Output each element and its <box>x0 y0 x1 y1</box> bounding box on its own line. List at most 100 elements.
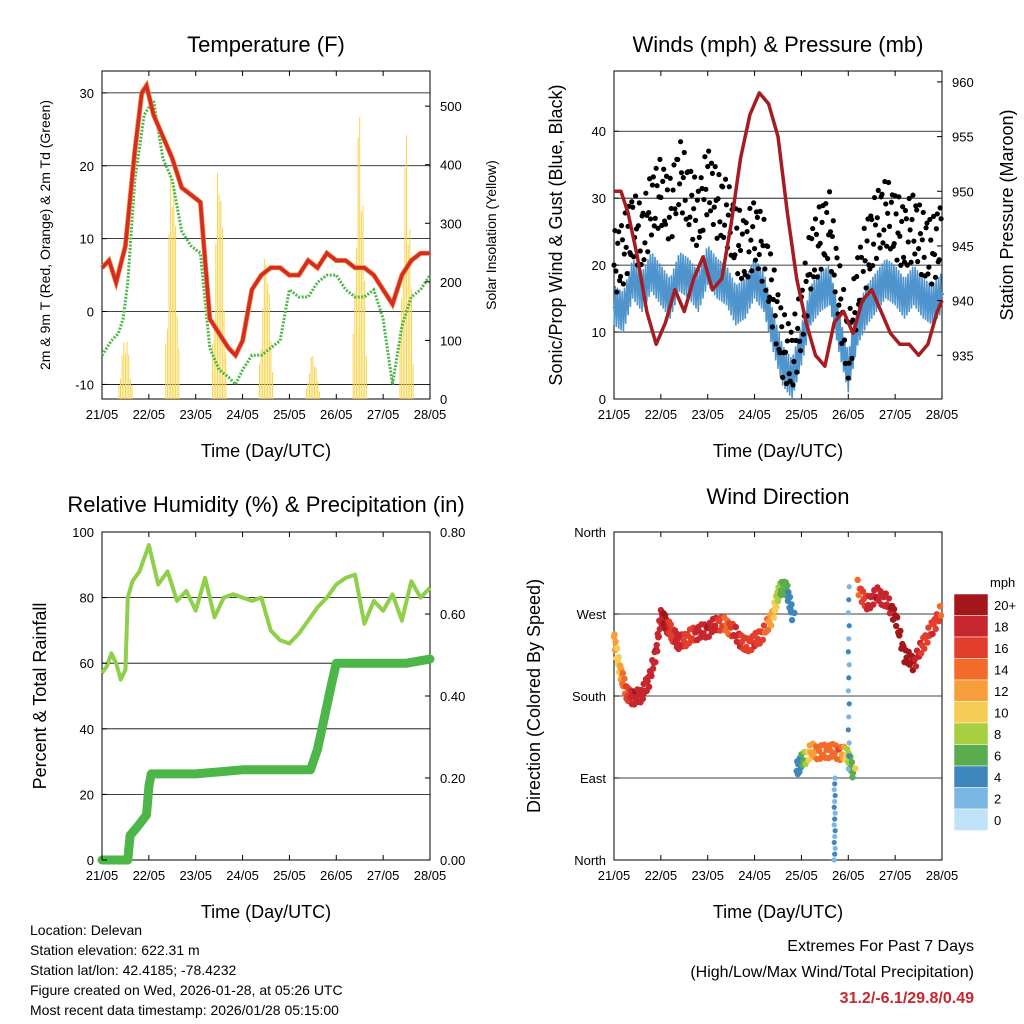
gust-dot <box>630 204 636 210</box>
gust-dot <box>792 311 798 317</box>
gust-dot <box>926 264 932 270</box>
gust-dot <box>771 267 777 273</box>
direction-dot <box>855 591 862 599</box>
gust-dot <box>908 259 914 265</box>
humidity-y2-tick-label: 0.00 <box>440 853 465 868</box>
direction-title: Wind Direction <box>706 484 849 509</box>
gust-dot <box>794 369 800 375</box>
gust-dot <box>721 234 727 240</box>
gust-dot <box>862 258 868 264</box>
gust-dot <box>752 257 759 263</box>
gust-dot <box>838 296 844 302</box>
winds-gridlines <box>614 130 942 400</box>
gust-dot <box>888 199 894 205</box>
gust-dot <box>744 228 750 235</box>
temperature-y-ticks: -10 0 10 20 30 <box>75 86 107 392</box>
direction-dot <box>759 636 767 644</box>
winds-y2-tick-label: 950 <box>952 184 974 199</box>
direction-dot <box>653 641 660 649</box>
gust-dot <box>906 195 912 202</box>
gust-dot <box>904 262 910 268</box>
gust-dot <box>757 208 763 214</box>
gust-dot <box>688 168 694 174</box>
gust-dot <box>680 174 686 181</box>
gust-dot <box>818 266 824 272</box>
gust-dot <box>875 187 881 193</box>
gust-dot <box>695 188 701 194</box>
gust-dot <box>636 200 642 206</box>
direction-dot <box>846 597 852 603</box>
direction-dot <box>932 625 939 633</box>
gust-dot <box>849 355 855 361</box>
winds-x-tick-label: 27/05 <box>879 407 912 422</box>
gust-dot <box>891 240 897 247</box>
gust-dot <box>765 243 771 250</box>
direction-y-tick-label: East <box>580 771 606 786</box>
gust-dot <box>665 236 671 242</box>
gust-dot <box>826 189 833 195</box>
gust-dot <box>649 182 656 188</box>
direction-dot <box>831 787 837 793</box>
gust-dot <box>847 305 853 311</box>
pressure-line <box>614 91 944 368</box>
winds-y2-tick-label: 960 <box>952 75 974 90</box>
humidity-xlabel: Time (Day/UTC) <box>201 902 331 922</box>
gust-dot <box>872 222 879 228</box>
humidity-panel: Relative Humidity (%) & Precipitation (i… <box>30 492 465 922</box>
gust-dot <box>783 380 790 387</box>
direction-dot <box>805 756 812 764</box>
direction-dot <box>732 623 740 631</box>
gust-dot <box>617 277 623 284</box>
station-elevation: Station elevation: 622.31 m <box>30 942 200 958</box>
gust-dot <box>828 268 835 275</box>
humidity-x-ticks: 21/05 22/05 23/05 24/05 25/05 26/05 27/05 28/05 <box>86 532 446 883</box>
extremes-subtitle: (High/Low/Max Wind/Total Precipitation) <box>690 964 974 981</box>
gust-dot <box>624 270 630 277</box>
gust-dot <box>613 268 619 274</box>
winds-y-ticks: 0 10 20 30 40 <box>592 124 619 407</box>
gust-dot <box>898 262 904 268</box>
gust-dot <box>736 207 743 213</box>
speed-legend-swatch <box>953 593 989 616</box>
temperature-y-tick-label: 0 <box>87 305 94 320</box>
gust-dot <box>822 252 828 258</box>
gust-dot <box>698 175 704 181</box>
gust-dot <box>691 174 698 180</box>
temperature-y-tick-label: 30 <box>80 86 94 101</box>
gust-dot <box>775 292 781 298</box>
gust-dot <box>869 216 875 223</box>
gust-dot <box>703 186 709 192</box>
gust-dot <box>870 262 876 269</box>
winds-y-tick-label: 0 <box>599 392 606 407</box>
gust-dot <box>873 255 880 261</box>
gust-dot <box>929 281 935 287</box>
direction-x-tick-label: 28/05 <box>926 868 959 883</box>
direction-dot <box>845 649 851 655</box>
gust-dot <box>751 246 758 252</box>
gust-dot <box>787 378 793 384</box>
extremes-title: Extremes For Past 7 Days <box>787 938 974 955</box>
direction-dot <box>845 688 851 694</box>
gust-dot <box>850 317 856 323</box>
gust-dot <box>745 274 751 280</box>
temperature-y2-tick-label: 200 <box>440 275 462 290</box>
humidity-gridlines <box>102 531 430 861</box>
humidity-x-tick-label: 27/05 <box>367 868 400 883</box>
direction-dot <box>760 622 768 629</box>
direction-dot <box>648 672 655 680</box>
gust-dot <box>831 272 837 278</box>
direction-y-tick-label: South <box>572 689 606 704</box>
temperature-x-tick-label: 26/05 <box>320 407 353 422</box>
gust-dot <box>734 225 740 231</box>
gust-dot <box>637 248 643 254</box>
gust-dot <box>620 281 626 287</box>
direction-dot <box>924 639 931 646</box>
gust-dot <box>937 205 943 211</box>
temperature-x-tick-label: 21/05 <box>86 407 119 422</box>
temperature-x-tick-label: 23/05 <box>179 407 212 422</box>
gust-dot <box>933 226 939 232</box>
speed-legend-swatch <box>953 679 989 702</box>
gust-dot <box>879 191 885 197</box>
gust-dot <box>920 209 926 216</box>
humidity-y2-ticks: 0.00 0.20 0.40 0.60 0.80 <box>425 525 465 868</box>
